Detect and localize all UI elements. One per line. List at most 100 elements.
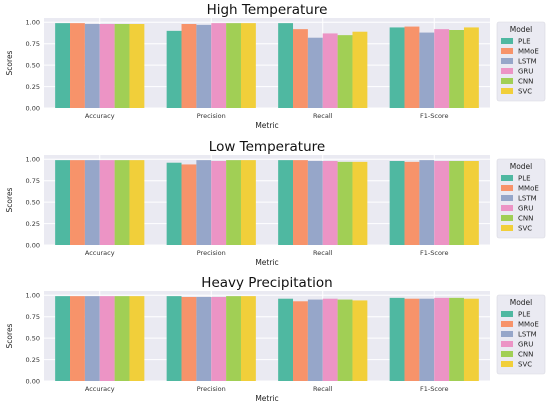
bar-ple-recall — [278, 23, 294, 109]
legend-swatch-cnn — [501, 215, 513, 221]
x-tick-label: Precision — [197, 112, 226, 120]
legend-label-cnn: CNN — [518, 215, 533, 223]
bar-svc-accuracy — [129, 296, 145, 381]
bar-lstm-accuracy — [84, 296, 100, 381]
bar-gru-accuracy — [99, 160, 115, 245]
legend-swatch-svc — [501, 361, 513, 367]
bar-lstm-accuracy — [84, 160, 100, 245]
bar-lstm-f1-score — [419, 298, 435, 381]
bar-gru-f1-score — [434, 29, 450, 109]
bar-cnn-accuracy — [114, 296, 130, 381]
bar-ple-accuracy — [55, 23, 71, 109]
bar-lstm-recall — [307, 161, 323, 245]
bar-mmoe-accuracy — [70, 160, 85, 245]
y-axis-label: Scores — [5, 323, 14, 348]
bar-svc-accuracy — [129, 24, 145, 108]
legend-label-lstm: LSTM — [518, 58, 537, 66]
y-tick-label: 0.50 — [26, 61, 40, 69]
bar-mmoe-f1-score — [404, 26, 420, 109]
legend-swatch-mmoe — [501, 185, 513, 191]
legend-label-mmoe: MMoE — [518, 185, 539, 193]
legend-label-svc: SVC — [518, 225, 532, 233]
bar-mmoe-recall — [293, 301, 308, 381]
bar-cnn-accuracy — [114, 160, 130, 245]
bar-gru-f1-score — [434, 297, 450, 381]
chart-title: High Temperature — [207, 2, 328, 18]
legend-swatch-ple — [501, 311, 513, 317]
bar-svc-precision — [240, 296, 256, 381]
x-tick-label: F1-Score — [420, 249, 448, 257]
bar-mmoe-recall — [293, 160, 308, 245]
legend-label-svc: SVC — [518, 88, 532, 96]
bar-ple-precision — [166, 30, 182, 108]
legend-label-mmoe: MMoE — [518, 48, 539, 56]
bar-mmoe-f1-score — [404, 161, 420, 245]
bar-gru-precision — [211, 297, 227, 381]
bar-lstm-precision — [196, 160, 212, 245]
x-axis-label: Metric — [255, 121, 278, 130]
bar-ple-recall — [278, 160, 294, 245]
x-tick-label: Precision — [197, 385, 226, 393]
y-tick-label: 0.25 — [26, 356, 40, 364]
bar-gru-recall — [322, 298, 338, 381]
y-tick-label: 0.25 — [26, 83, 40, 91]
legend-swatch-lstm — [501, 58, 513, 64]
legend-label-gru: GRU — [518, 341, 533, 349]
bar-lstm-accuracy — [84, 24, 100, 108]
legend-swatch-gru — [501, 341, 513, 347]
bar-ple-precision — [166, 162, 182, 245]
legend-label-ple: PLE — [518, 38, 531, 46]
legend-swatch-lstm — [501, 331, 513, 337]
y-tick-label: 0.00 — [26, 104, 40, 112]
bar-cnn-recall — [337, 299, 353, 381]
bar-lstm-f1-score — [419, 160, 435, 245]
x-axis-label: Metric — [255, 394, 278, 403]
bar-mmoe-f1-score — [404, 298, 420, 381]
bar-mmoe-precision — [181, 164, 197, 245]
bar-ple-f1-score — [389, 27, 405, 108]
x-tick-label: Accuracy — [85, 112, 115, 120]
x-tick-label: Accuracy — [85, 385, 115, 393]
bar-gru-recall — [322, 33, 338, 108]
legend-label-mmoe: MMoE — [518, 321, 539, 329]
y-tick-label: 1.00 — [26, 156, 40, 164]
y-tick-label: 0.25 — [26, 220, 40, 228]
chart-panel-0: 0.00 0.25 0.50 0.75 1.00 Accuracy Precision Rec… — [5, 2, 546, 130]
legend-swatch-mmoe — [501, 48, 513, 54]
legend-label-ple: PLE — [518, 175, 531, 183]
legend-swatch-cnn — [501, 78, 513, 84]
y-tick-label: 0.50 — [26, 198, 40, 206]
legend-label-gru: GRU — [518, 205, 533, 213]
bar-gru-accuracy — [99, 24, 115, 108]
legend-label-gru: GRU — [518, 68, 533, 76]
legend-label-lstm: LSTM — [518, 195, 537, 203]
bar-cnn-f1-score — [449, 161, 464, 245]
bar-svc-recall — [352, 31, 368, 108]
legend-label-cnn: CNN — [518, 351, 533, 359]
bar-gru-precision — [211, 23, 227, 109]
legend-swatch-svc — [501, 88, 513, 94]
bar-cnn-recall — [337, 161, 353, 245]
bar-lstm-recall — [307, 299, 323, 381]
bar-cnn-precision — [226, 23, 241, 109]
legend-swatch-ple — [501, 38, 513, 44]
bar-ple-f1-score — [389, 161, 405, 245]
x-tick-label: Precision — [197, 249, 226, 257]
y-axis-label: Scores — [5, 187, 14, 212]
x-tick-label: Recall — [313, 249, 333, 257]
y-tick-label: 0.00 — [26, 241, 40, 249]
bar-lstm-recall — [307, 37, 323, 108]
x-tick-label: Accuracy — [85, 249, 115, 257]
bar-svc-precision — [240, 23, 256, 109]
bar-cnn-recall — [337, 35, 353, 109]
bar-svc-f1-score — [463, 161, 479, 245]
legend-title: Model — [510, 25, 533, 34]
chart-panel-1: 0.00 0.25 0.50 0.75 1.00 Accuracy Precision Rec… — [5, 139, 546, 267]
x-tick-label: F1-Score — [420, 385, 448, 393]
y-tick-label: 0.00 — [26, 377, 40, 385]
bar-svc-f1-score — [463, 27, 479, 108]
chart-title: Heavy Precipitation — [201, 275, 332, 291]
chart-title: Low Temperature — [209, 139, 325, 155]
y-tick-label: 0.50 — [26, 334, 40, 342]
